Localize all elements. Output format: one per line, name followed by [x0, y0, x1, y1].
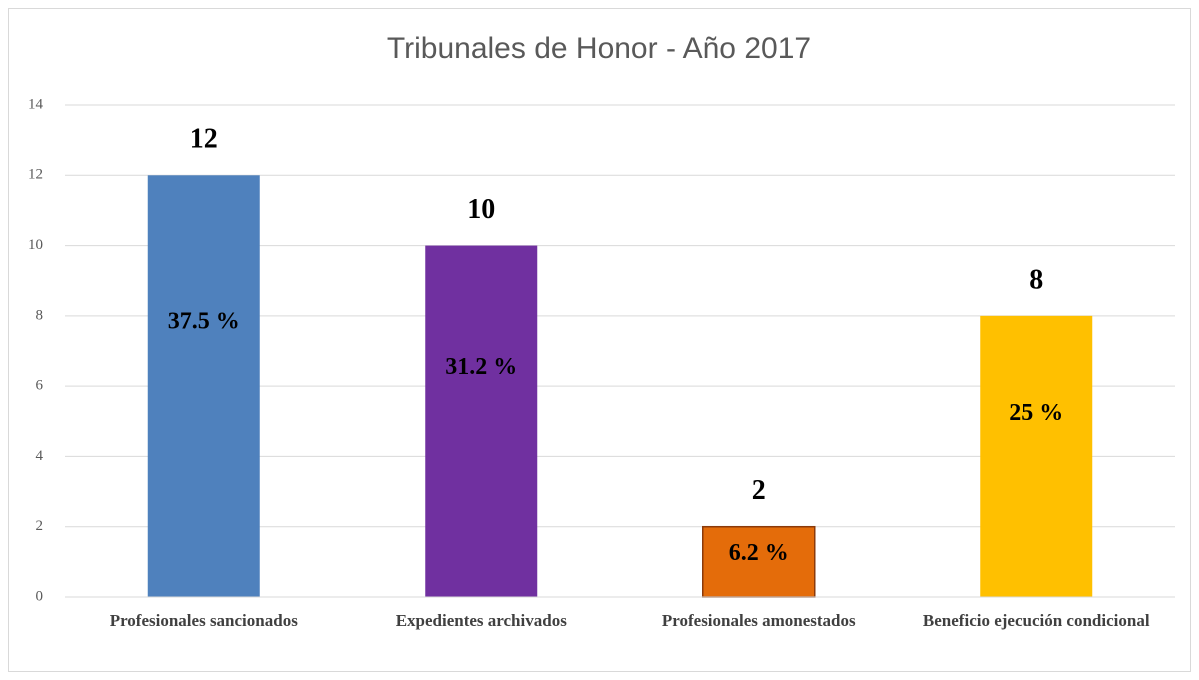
x-tick-label-box: Beneficio ejecución condicional	[922, 611, 1150, 630]
share-label: 6.2 %	[729, 540, 789, 566]
y-tick-label: 8	[36, 307, 44, 323]
share-label: 25 %	[1009, 400, 1063, 426]
share-label: 37.5 %	[168, 308, 240, 334]
value-label: 8	[1029, 264, 1043, 295]
y-tick-label: 0	[36, 588, 44, 604]
bar	[147, 175, 260, 598]
value-label: 10	[467, 194, 495, 225]
x-tick-label: Profesionales sancionados	[109, 611, 298, 630]
y-tick-label: 14	[28, 96, 44, 112]
value-label: 2	[752, 475, 766, 506]
x-tick-label-box: Profesionales sancionados	[109, 611, 298, 630]
x-tick-label: Profesionales amonestados	[661, 611, 856, 630]
y-tick-label: 12	[28, 167, 43, 183]
x-tick-label: Beneficio ejecución condicional	[922, 611, 1150, 630]
bar	[425, 245, 538, 598]
x-tick-label-box: Expedientes archivados	[395, 611, 567, 630]
value-label: 12	[190, 124, 218, 155]
x-tick-label: Expedientes archivados	[395, 611, 567, 630]
y-tick-label: 10	[28, 237, 43, 253]
y-tick-label: 4	[36, 448, 44, 464]
share-label: 31.2 %	[445, 354, 517, 380]
y-tick-label: 6	[36, 378, 44, 394]
bar	[980, 315, 1093, 597]
chart-title: Tribunales de Honor - Año 2017	[387, 32, 811, 65]
x-tick-label-box: Profesionales amonestados	[661, 611, 856, 630]
y-tick-label: 2	[36, 518, 44, 534]
